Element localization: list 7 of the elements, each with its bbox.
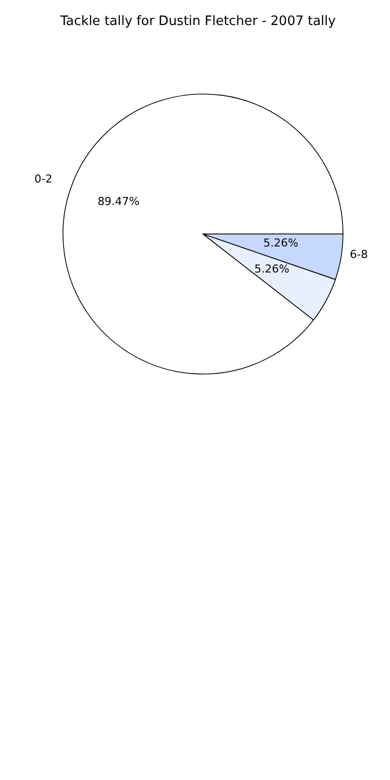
slice-label: 0-2 — [34, 172, 52, 186]
data-label: 89.47% — [98, 195, 140, 208]
data-label: 5.26% — [254, 262, 290, 276]
pie-slice — [62, 94, 344, 374]
slice-label: 6-8 — [350, 248, 368, 261]
data-label: 5.26% — [263, 236, 298, 250]
chart-title: Tackle tally for Dustin Fletcher - 2007 tally — [59, 14, 337, 29]
